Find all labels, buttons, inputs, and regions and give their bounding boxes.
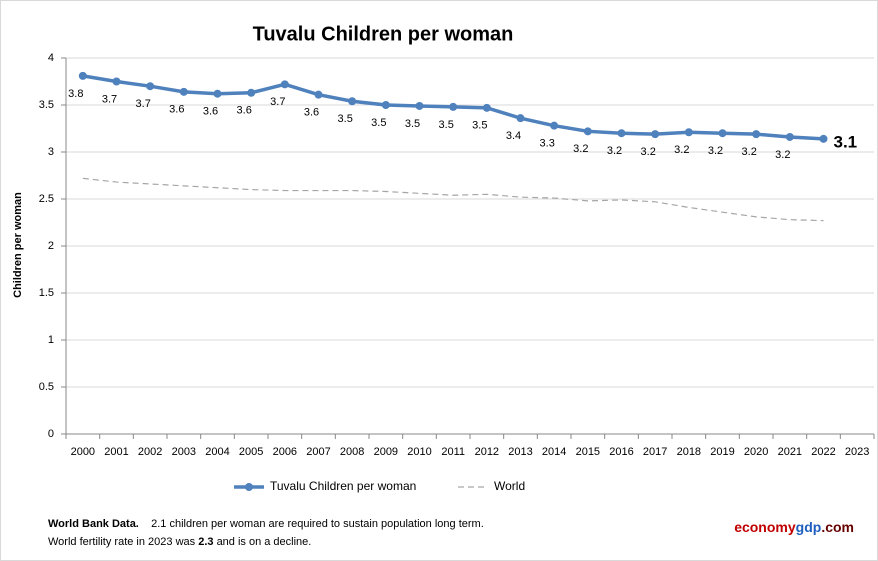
y-axis-label: Children per woman [12, 192, 24, 298]
y-tick-label: 3 [48, 146, 54, 158]
point [785, 132, 794, 141]
data-label: 3.7 [102, 93, 117, 105]
point [381, 101, 390, 109]
y-tick-label: 3.5 [39, 99, 54, 111]
point [718, 129, 727, 138]
x-tick-label: 2006 [273, 446, 297, 458]
point [78, 71, 87, 80]
point [348, 97, 357, 106]
data-label: 3.5 [338, 113, 353, 125]
data-label: 3.6 [169, 104, 184, 116]
x-tick-label: 2001 [104, 446, 128, 458]
note-line-1: World Bank Data. 2.1 children per woman … [48, 518, 484, 530]
x-tick-label: 2002 [138, 446, 162, 458]
point [213, 89, 222, 98]
point [179, 87, 188, 96]
x-tick-label: 2017 [643, 446, 667, 458]
point [516, 114, 525, 123]
data-label: 3.7 [136, 98, 151, 110]
data-label: 3.2 [708, 145, 723, 157]
point [146, 82, 155, 91]
note-value: 2.3 [198, 536, 214, 548]
x-tick-label: 2022 [811, 446, 835, 458]
y-tick-label: 1 [48, 334, 54, 346]
data-label: 3.5 [472, 120, 487, 132]
x-tick-label: 2011 [441, 446, 465, 458]
x-tick-label: 2018 [677, 446, 701, 458]
x-tick-label: 2007 [306, 446, 330, 458]
point [280, 80, 289, 89]
data-label: 3.4 [506, 130, 521, 142]
data-label: 3.7 [270, 96, 285, 108]
note-text: and is on a decline. [216, 536, 312, 548]
point [449, 102, 458, 111]
x-tick-label: 2021 [778, 446, 802, 458]
y-tick-label: 0.5 [39, 381, 54, 393]
x-tick-label: 2014 [542, 446, 566, 458]
data-label: 3.2 [674, 144, 689, 156]
chart-title: Tuvalu Children per woman [253, 23, 514, 45]
note-line-2: World fertility rate in 2023 was 2.3 and… [48, 536, 311, 548]
x-tick-label: 2010 [407, 446, 431, 458]
point [482, 103, 491, 112]
point [415, 101, 424, 110]
data-label: 3.2 [607, 145, 622, 157]
y-tick-label: 2.5 [39, 193, 54, 205]
brand-part: .com [821, 519, 854, 535]
data-label: 3.2 [641, 146, 656, 158]
data-label: 3.1 [834, 132, 858, 151]
data-label: 3.8 [68, 88, 83, 100]
point [651, 130, 660, 139]
data-label: 3.3 [540, 138, 555, 150]
data-label: 3.5 [371, 117, 386, 129]
x-tick-label: 2005 [239, 446, 263, 458]
brand: economygdp.com [734, 519, 854, 535]
data-label: 3.2 [775, 149, 790, 161]
point [314, 90, 323, 99]
legend-marker [245, 483, 253, 491]
point [819, 134, 828, 143]
brand-part: gdp [795, 519, 822, 535]
x-tick-label: 2023 [845, 446, 869, 458]
note-text: 2.1 children per woman are required to s… [151, 518, 484, 530]
data-label: 3.6 [237, 105, 252, 117]
data-label: 3.6 [304, 107, 319, 119]
legend-label: Tuvalu Children per woman [270, 479, 416, 493]
x-tick-label: 2016 [609, 446, 633, 458]
x-tick-label: 2008 [340, 446, 364, 458]
data-label: 3.2 [742, 146, 757, 158]
note-source: World Bank Data. [48, 518, 139, 530]
data-label: 3.2 [573, 143, 588, 155]
y-tick-label: 2 [48, 240, 54, 252]
data-label: 3.5 [405, 118, 420, 130]
x-tick-label: 2013 [508, 446, 532, 458]
x-tick-label: 2015 [576, 446, 600, 458]
point [247, 88, 256, 97]
point [752, 130, 761, 139]
data-label: 3.6 [203, 106, 218, 118]
point [684, 128, 693, 137]
y-tick-label: 4 [48, 52, 54, 64]
y-tick-label: 1.5 [39, 287, 54, 299]
point [583, 127, 592, 136]
x-tick-label: 2000 [71, 446, 95, 458]
legend-label: World [494, 479, 525, 493]
data-label: 3.5 [439, 119, 454, 131]
x-tick-label: 2012 [475, 446, 499, 458]
x-tick-label: 2009 [374, 446, 398, 458]
point [550, 121, 559, 130]
y-tick-label: 0 [48, 428, 54, 440]
x-tick-label: 2019 [710, 446, 734, 458]
point [112, 77, 121, 86]
world-line [82, 177, 824, 222]
x-tick-label: 2020 [744, 446, 768, 458]
point [617, 129, 626, 138]
note-text: World fertility rate in 2023 was [48, 536, 196, 548]
brand-part: economy [734, 519, 796, 535]
x-tick-label: 2003 [172, 446, 196, 458]
x-tick-label: 2004 [205, 446, 229, 458]
